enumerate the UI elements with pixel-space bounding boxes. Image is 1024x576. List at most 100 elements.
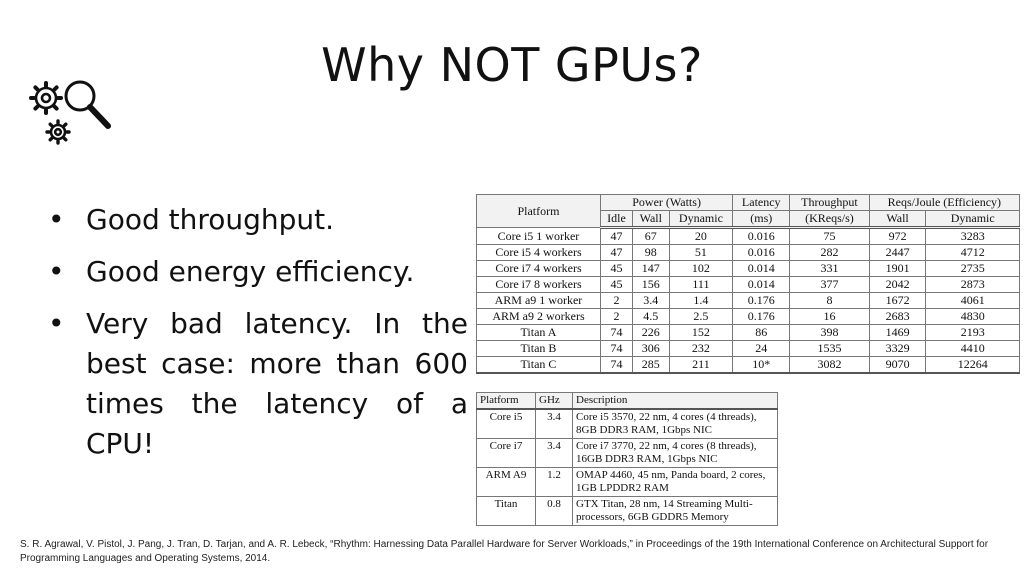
header-wall: Wall (631, 210, 670, 229)
table-cell: 74 (599, 324, 633, 341)
table-cell: 0.176 (732, 308, 791, 325)
table-cell: 74 (599, 340, 633, 357)
table-cell: 24 (732, 340, 791, 357)
table-row: Core i7 4 workers 45 147 102 0.014 331 1901 273… (476, 260, 1020, 277)
table-row: ARM a9 2 workers 2 4.5 2.5 0.176 16 2683 4830 (476, 308, 1020, 325)
table-cell: 4.5 (631, 308, 670, 325)
table-cell: 152 (668, 324, 734, 341)
table-cell: 47 (599, 227, 633, 245)
table-cell: 2873 (925, 276, 1020, 293)
table-cell: Core i5 (476, 408, 536, 439)
header-throughput: Throughput (789, 194, 870, 211)
table-cell: 98 (631, 244, 670, 261)
table-cell: Titan (476, 496, 536, 526)
table-cell: 2042 (868, 276, 927, 293)
table-cell: 0.8 (535, 496, 573, 526)
header-reqs-joule: Reqs/Joule (Efficiency) (868, 194, 1021, 211)
table-cell: 2 (599, 292, 633, 309)
table-cell: 282 (789, 244, 870, 261)
table-cell: 4410 (925, 340, 1020, 357)
table-cell: Core i5 1 worker (476, 227, 601, 245)
table-row: Core i5 3.4 Core i5 3570, 22 nm, 4 cores (… (476, 408, 778, 439)
table-cell: 10* (732, 356, 791, 374)
gears-magnifier-icon (29, 80, 111, 145)
table-cell: 4712 (925, 244, 1020, 261)
table-row: Core i5 4 workers 47 98 51 0.016 282 2447 4712 (476, 244, 1020, 261)
table-cell: 232 (668, 340, 734, 357)
table-cell: Titan A (476, 324, 601, 341)
table-cell: 1901 (868, 260, 927, 277)
table-cell: 1672 (868, 292, 927, 309)
table-cell: 285 (631, 356, 670, 374)
table-cell: 2.5 (668, 308, 734, 325)
header-platform: Platform (476, 194, 601, 228)
table-cell: OMAP 4460, 45 nm, Panda board, 2 cores, … (572, 467, 778, 497)
table-cell: 2683 (868, 308, 927, 325)
table-cell: 1.2 (535, 467, 573, 497)
header-idle: Idle (599, 210, 633, 229)
table-cell: 45 (599, 260, 633, 277)
table-cell: 147 (631, 260, 670, 277)
table-cell: 0.014 (732, 260, 791, 277)
header-dynamic: Dynamic (668, 210, 734, 229)
table-cell: 3082 (789, 356, 870, 374)
table-cell: 0.176 (732, 292, 791, 309)
citation: S. R. Agrawal, V. Pistol, J. Pang, J. Tr… (20, 539, 989, 564)
performance-table-body: Core i5 1 worker 47 67 20 0.016 75 972 3283 Core… (476, 227, 1020, 374)
performance-table: Platform Power (Watts) Latency Throughpu… (476, 194, 1021, 374)
table-cell: 3.4 (631, 292, 670, 309)
table-cell: 2447 (868, 244, 927, 261)
table-cell: 111 (668, 276, 734, 293)
header-power: Power (Watts) (599, 194, 734, 211)
table-cell: ARM a9 2 workers (476, 308, 601, 325)
header-latency: Latency (732, 194, 791, 211)
bullet-throughput: Good throughput. (44, 200, 468, 240)
table-cell: Core i7 8 workers (476, 276, 601, 293)
table-cell: 972 (868, 227, 927, 245)
table-cell: 3283 (925, 227, 1020, 245)
table-cell: Core i7 3770, 22 nm, 4 cores (8 threads)… (572, 438, 778, 468)
table-cell: 74 (599, 356, 633, 374)
table-cell: 211 (668, 356, 734, 374)
table-cell: 3.4 (535, 408, 573, 439)
table-cell: ARM a9 1 worker (476, 292, 601, 309)
platform-table-body: Core i5 3.4 Core i5 3570, 22 nm, 4 cores (… (476, 408, 778, 526)
table-row: ARM A9 1.2 OMAP 4460, 45 nm, Panda board, … (476, 467, 778, 497)
header-ghz: GHz (535, 392, 573, 410)
bullet-energy: Good energy efficiency. (44, 252, 468, 292)
table-cell: Core i7 (476, 438, 536, 468)
table-cell: Core i7 4 workers (476, 260, 601, 277)
table-row: Titan A 74 226 152 86 398 1469 2193 (476, 324, 1020, 341)
table-cell: 47 (599, 244, 633, 261)
table-cell: 0.016 (732, 244, 791, 261)
table-cell: 86 (732, 324, 791, 341)
table-cell: 2193 (925, 324, 1020, 341)
table-cell: 0.014 (732, 276, 791, 293)
table-row: Core i5 1 worker 47 67 20 0.016 75 972 3283 (476, 227, 1020, 245)
table-cell: 20 (668, 227, 734, 245)
bullet-list: Good throughput. Good energy efficiency.… (44, 200, 468, 476)
table-cell: 75 (789, 227, 870, 245)
table-cell: 1535 (789, 340, 870, 357)
table-cell: 306 (631, 340, 670, 357)
header-kreqs: (KReqs/s) (789, 210, 870, 229)
table-cell: 2735 (925, 260, 1020, 277)
table-cell: 4830 (925, 308, 1020, 325)
header-description: Description (572, 392, 778, 410)
table-row: Titan B 74 306 232 24 1535 3329 4410 (476, 340, 1020, 357)
table-cell: 1469 (868, 324, 927, 341)
table-cell: 0.016 (732, 227, 791, 245)
table-row: Titan C 74 285 211 10* 3082 9070 12264 (476, 356, 1020, 374)
platform-table: Platform GHz Description Core i5 3.4 Core … (476, 392, 778, 526)
table-cell: GTX Titan, 28 nm, 14 Streaming Multi-pro… (572, 496, 778, 526)
table-cell: 12264 (925, 356, 1020, 374)
table-cell: 45 (599, 276, 633, 293)
table-cell: 2 (599, 308, 633, 325)
table-cell: 377 (789, 276, 870, 293)
table-row: Core i7 8 workers 45 156 111 0.014 377 2042 287… (476, 276, 1020, 293)
header-dynamic-efficiency: Dynamic (925, 210, 1020, 229)
table-cell: 398 (789, 324, 870, 341)
slide-title: Why NOT GPUs? (321, 38, 703, 92)
table-cell: Core i5 3570, 22 nm, 4 cores (4 threads)… (572, 408, 778, 439)
table-cell: 51 (668, 244, 734, 261)
